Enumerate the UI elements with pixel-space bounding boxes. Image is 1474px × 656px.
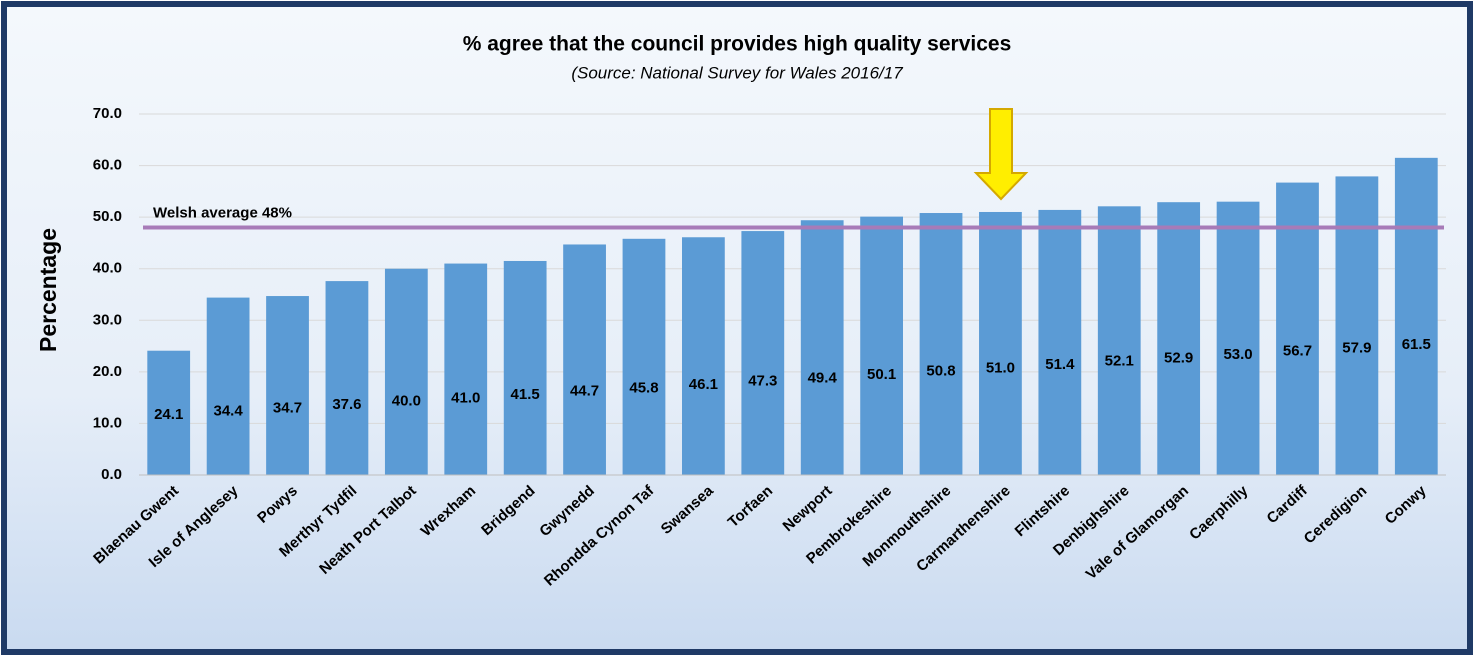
data-label: 52.1 xyxy=(1105,353,1134,370)
bar xyxy=(1394,157,1438,476)
bar xyxy=(206,297,250,475)
data-label: 53.0 xyxy=(1223,346,1252,363)
bar xyxy=(622,238,666,475)
y-tick-label: 60.0 xyxy=(93,157,122,174)
bar xyxy=(266,296,309,475)
data-label: 41.5 xyxy=(511,386,540,403)
bar xyxy=(384,268,428,475)
bar xyxy=(1276,182,1319,475)
data-label: 44.7 xyxy=(570,383,599,400)
data-label: 47.3 xyxy=(748,373,777,390)
data-label: 34.7 xyxy=(273,399,302,416)
data-label: 51.4 xyxy=(1045,356,1075,373)
bar xyxy=(800,220,844,475)
bar xyxy=(444,263,488,475)
data-label: 41.0 xyxy=(451,389,480,406)
data-label: 37.6 xyxy=(332,396,361,413)
data-label: 61.5 xyxy=(1402,336,1431,353)
data-label: 46.1 xyxy=(689,376,718,393)
bar xyxy=(1038,209,1082,475)
bar xyxy=(563,244,606,475)
bar xyxy=(919,213,963,475)
data-label: 34.4 xyxy=(214,403,244,420)
bar xyxy=(681,237,725,475)
data-label: 50.1 xyxy=(867,366,896,383)
y-tick-label: 30.0 xyxy=(93,311,122,328)
data-label: 56.7 xyxy=(1283,343,1312,360)
bar xyxy=(860,216,904,475)
y-tick-label: 50.0 xyxy=(93,208,122,225)
data-label: 49.4 xyxy=(808,369,838,386)
data-label: 51.0 xyxy=(986,359,1015,376)
chart-subtitle: (Source: National Survey for Wales 2016/… xyxy=(571,63,903,82)
y-tick-label: 10.0 xyxy=(93,414,122,431)
data-label: 40.0 xyxy=(392,393,421,410)
bar xyxy=(1157,202,1201,476)
bar xyxy=(1097,206,1141,475)
chart-title: % agree that the council provides high q… xyxy=(463,33,1012,56)
data-label: 57.9 xyxy=(1342,339,1371,356)
bar xyxy=(979,211,1022,475)
y-tick-label: 40.0 xyxy=(93,260,122,277)
reference-label: Welsh average 48% xyxy=(153,204,292,221)
bar xyxy=(1216,201,1260,475)
highlight-arrow xyxy=(973,108,1029,201)
bar xyxy=(741,231,785,475)
y-tick-label: 20.0 xyxy=(93,363,122,380)
data-label: 52.9 xyxy=(1164,349,1193,366)
y-tick-label: 70.0 xyxy=(93,105,122,122)
bar xyxy=(325,281,369,475)
bar xyxy=(503,260,547,475)
y-tick-label: 0.0 xyxy=(101,466,122,483)
bar xyxy=(147,350,191,475)
data-label: 24.1 xyxy=(154,406,183,423)
data-label: 50.8 xyxy=(926,363,955,380)
bar xyxy=(1335,176,1379,475)
y-axis-label: Percentage xyxy=(35,228,61,352)
data-label: 45.8 xyxy=(629,379,658,396)
